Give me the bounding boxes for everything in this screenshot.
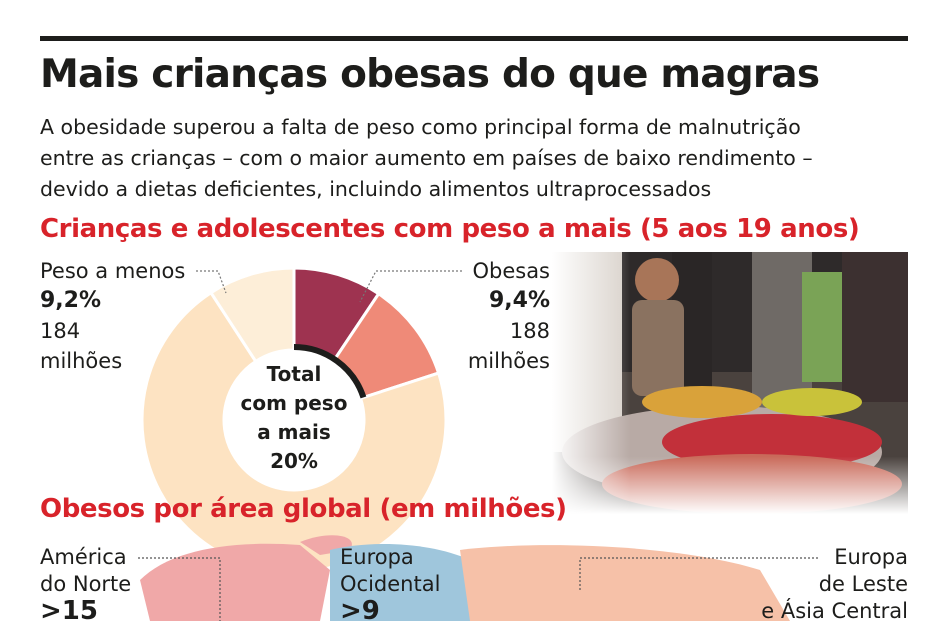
under-count-unit: milhões (40, 349, 123, 373)
center-line: a mais (257, 420, 331, 444)
center-line: Total (266, 362, 322, 386)
donut-section-title: Crianças e adolescentes com peso a mais … (40, 214, 860, 244)
obese-pct: 9,4% (488, 288, 550, 313)
obese-count-unit: milhões (467, 349, 550, 373)
under-name: Peso a menos (40, 259, 186, 283)
region-eastern-europe: Europa de Leste e Ásia Central (760, 544, 908, 625)
region-name: Europa (340, 545, 414, 569)
donut-segments (140, 266, 448, 574)
overweight-total-arc (293, 344, 367, 399)
donut-center-label: Total com peso a mais 20% (232, 360, 356, 476)
region-name: Ocidental (340, 572, 441, 596)
region-value: >15 (40, 596, 98, 626)
donut-segment-under (208, 266, 296, 364)
center-value: 20% (270, 449, 318, 473)
world-map (138, 535, 818, 621)
region-name: de Leste (818, 572, 908, 596)
center-line: com peso (240, 391, 348, 415)
donut-hole (225, 351, 363, 489)
ee-leader-line (579, 557, 818, 590)
north-america-shape (140, 543, 330, 621)
donut-segment-healthy (140, 290, 448, 574)
map-section-title: Obesos por área global (em milhões) (40, 494, 567, 524)
region-value: >9 (340, 596, 380, 626)
region-western-europe: Europa Ocidental >9 (340, 544, 440, 625)
under-leader-line (196, 270, 227, 294)
region-name: América (40, 545, 127, 569)
subtitle-line: entre as crianças – com o maior aumento … (40, 146, 813, 170)
region-north-america: América do Norte >15 (40, 544, 131, 625)
under-count: 184 (40, 319, 81, 343)
photo-fade-overlay (552, 252, 908, 514)
region-name: e Ásia Central (761, 599, 908, 623)
top-rule (40, 36, 908, 41)
page-title: Mais crianças obesas do que magras (40, 52, 820, 97)
subtitle-line: devido a dietas deficientes, incluindo a… (40, 177, 712, 201)
under-label: Peso a menos 9,2% 184 milhões (40, 256, 185, 376)
region-name: do Norte (40, 572, 132, 596)
obese-leader-line (359, 270, 462, 303)
under-pct: 9,2% (40, 288, 102, 313)
subtitle-line: A obesidade superou a falta de peso como… (40, 115, 801, 139)
page-subtitle: A obesidade superou a falta de peso como… (40, 112, 908, 205)
western-europe-shape (330, 544, 480, 621)
region-name: Europa (834, 545, 908, 569)
obese-name: Obesas (472, 259, 550, 283)
obese-label: Obesas 9,4% 188 milhões (440, 256, 550, 376)
na-leader-line (138, 557, 221, 621)
obese-count: 188 (509, 319, 550, 343)
eastern-europe-asia-shape (460, 545, 790, 621)
